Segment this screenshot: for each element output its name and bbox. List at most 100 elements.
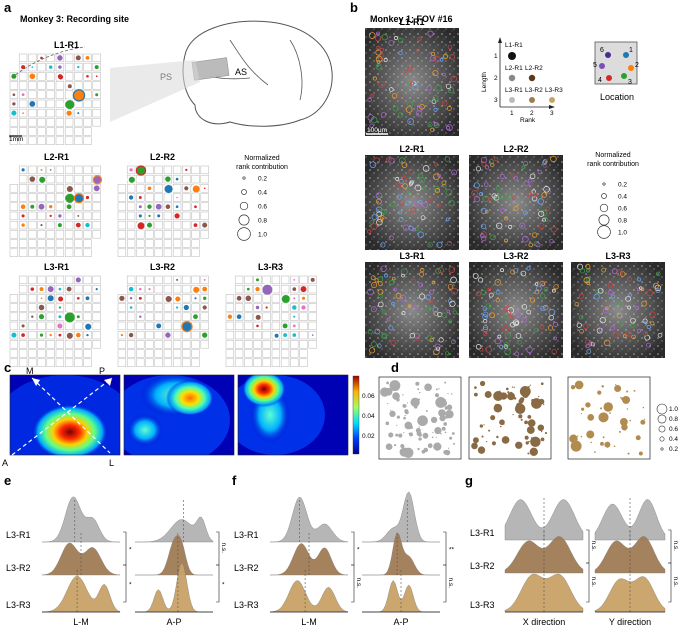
electrode-cell — [92, 81, 101, 90]
roi-circle — [371, 214, 378, 221]
electrode-grid-l2-r2 — [117, 165, 209, 257]
electrode-dot — [236, 314, 242, 320]
electrode-cell — [117, 294, 127, 303]
scatter-dot — [444, 449, 451, 456]
roi-circle — [377, 301, 384, 308]
electrode-cell — [182, 174, 191, 184]
electrode-cell — [225, 303, 235, 312]
roi-circle — [451, 339, 456, 345]
roi-circle — [521, 304, 528, 310]
electrode-cell — [74, 275, 83, 285]
roi-circle — [426, 85, 433, 91]
brain-label-as: AS — [235, 67, 247, 77]
roi-circle — [370, 116, 378, 124]
scatter-dot — [604, 441, 611, 448]
scatter-dot — [570, 385, 576, 390]
electrode-cell — [9, 72, 19, 81]
electrode-cell — [163, 239, 173, 248]
electrode-cell — [55, 136, 65, 145]
electrode-cell — [136, 248, 145, 257]
electrode-cell — [290, 349, 299, 358]
electrode-cell — [9, 90, 19, 99]
electrode-cell — [28, 230, 37, 239]
electrode-cell — [182, 165, 191, 175]
legend-size-circle — [599, 203, 609, 213]
electrode-cell — [46, 118, 55, 127]
electrode-cell — [154, 349, 163, 358]
roi-circle — [447, 284, 454, 290]
legend-size-label: 0.8 — [258, 218, 267, 225]
roi-circle — [390, 201, 396, 208]
roi-circle — [450, 75, 457, 83]
roi-circle — [531, 195, 538, 202]
roi-circle — [472, 273, 479, 279]
electrode-cell — [18, 211, 28, 221]
electrode-cell — [117, 202, 127, 211]
electrode-dot — [139, 287, 142, 291]
electrode-dot — [138, 205, 142, 209]
roi-circle — [582, 323, 589, 329]
electrode-dot — [156, 323, 162, 329]
electrode-cell — [46, 72, 55, 81]
electrode-cell — [182, 202, 191, 211]
electrode-dot — [49, 169, 52, 171]
roi-circle — [381, 34, 388, 41]
electrode-cell — [92, 193, 101, 202]
electrode-cell — [262, 312, 271, 321]
roi-circle — [549, 239, 554, 244]
electrode-cell — [9, 340, 19, 349]
ridge-row-label: L3-R3 — [234, 600, 259, 610]
electrode-cell — [46, 230, 55, 239]
scatter-dot — [620, 397, 622, 399]
roi-circle — [369, 123, 374, 128]
electrode-cell — [280, 284, 290, 294]
electrode-dot-large-halo — [280, 293, 292, 305]
electrode-cell — [18, 184, 28, 193]
legend-size-label: 0.6 — [618, 206, 627, 213]
electrode-cell — [28, 193, 37, 202]
roi-circle — [401, 311, 406, 316]
roi-circle — [481, 161, 487, 167]
electrode-cell — [253, 321, 262, 331]
roi-circle — [429, 337, 434, 342]
electrode-cell — [172, 184, 182, 193]
ridge-density — [135, 534, 213, 576]
electrode-cell — [18, 165, 28, 175]
scatter-dot — [512, 414, 514, 416]
scatter-dot — [444, 431, 447, 434]
scatter-dot — [603, 402, 613, 412]
electrode-cell — [234, 284, 244, 294]
electrode-cell — [18, 349, 28, 358]
legend-size-label: 0.2 — [618, 182, 627, 189]
roi-circle — [604, 339, 611, 346]
electrode-dot-large-halo — [63, 310, 77, 325]
electrode-cell — [83, 165, 92, 175]
roi-circle — [483, 325, 488, 331]
roi-circle — [375, 35, 382, 42]
roi-circle — [370, 275, 376, 281]
roi-circle — [448, 319, 453, 324]
roi-circle — [427, 242, 433, 248]
electrode-cell — [64, 284, 74, 294]
electrode-cell — [200, 174, 209, 184]
electrode-cell — [83, 239, 92, 248]
roi-circle — [640, 287, 645, 292]
roi-circle — [397, 38, 403, 43]
electrode-cell — [136, 275, 145, 285]
electrode-cell — [18, 174, 28, 184]
electrode-cell — [172, 330, 182, 340]
scatter-dot — [503, 423, 505, 425]
electrode-cell — [55, 358, 65, 367]
heatmap-2-frame — [123, 374, 235, 456]
roi-circle — [415, 110, 423, 117]
roi-circle — [620, 321, 625, 326]
roi-circle — [494, 157, 499, 162]
panel-a-label: a — [4, 0, 12, 15]
electrode-cell — [46, 211, 55, 221]
roi-circle — [388, 235, 394, 241]
electrode-dot — [147, 186, 152, 191]
roi-circle — [521, 165, 526, 170]
electrode-cell — [299, 358, 308, 367]
scatter-dot — [385, 421, 390, 426]
electrode-cell — [64, 127, 74, 136]
